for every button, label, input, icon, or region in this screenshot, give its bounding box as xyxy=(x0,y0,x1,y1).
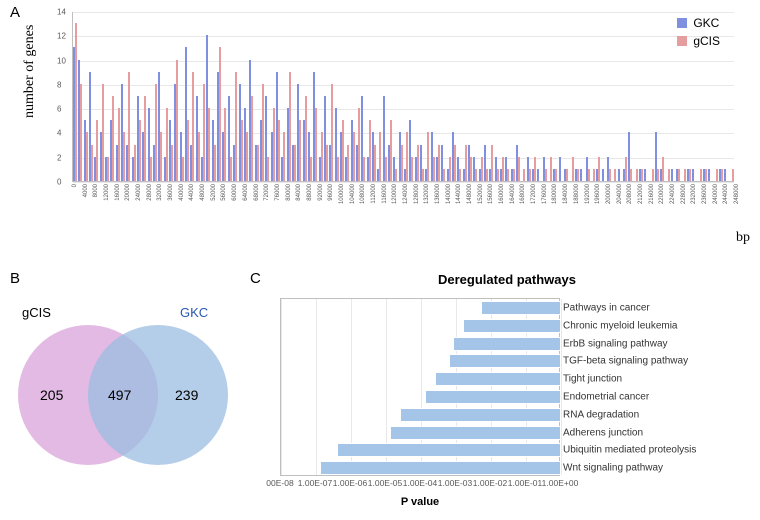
legend-row-gcis: gCIS xyxy=(677,34,720,48)
panel-a-plot-area: 02468101214 xyxy=(72,12,734,182)
legend-swatch-gcis xyxy=(677,36,687,46)
venn-left-count: 205 xyxy=(40,387,63,403)
pathway-bar: Adherens junction xyxy=(390,426,562,440)
legend-row-gkc: GKC xyxy=(677,16,720,30)
pathway-bar: Ubiquitin mediated proteolysis xyxy=(337,443,561,457)
pathway-label: ErbB signaling pathway xyxy=(563,338,668,349)
pathway-label: TGF-beta signaling pathway xyxy=(563,356,688,367)
panel-a-histogram: number of genes 02468101214 040008000120… xyxy=(30,8,750,228)
pathway-bar: Chronic myeloid leukemia xyxy=(463,319,561,333)
pathway-bar: TGF-beta signaling pathway xyxy=(449,354,561,368)
panel-a-xticks: 0400080001200016000200002400028000320003… xyxy=(72,184,734,214)
legend-label-gkc: GKC xyxy=(693,16,719,30)
venn-right-count: 239 xyxy=(175,387,198,403)
pathway-label: Pathways in cancer xyxy=(563,303,650,314)
panel-c-title: Deregulated pathways xyxy=(262,272,752,287)
panel-c-xlabel: P value xyxy=(280,496,560,508)
pathway-label: RNA degradation xyxy=(563,409,639,420)
pathway-label: Adherens junction xyxy=(563,427,643,438)
pathway-bar: Pathways in cancer xyxy=(481,301,562,315)
pathway-bar: ErbB signaling pathway xyxy=(453,337,562,351)
pathway-label: Wnt signaling pathway xyxy=(563,463,663,474)
pathway-label: Ubiquitin mediated proteolysis xyxy=(563,445,696,456)
legend-swatch-gkc xyxy=(677,18,687,28)
pathway-bar: Endometrial cancer xyxy=(425,390,562,404)
pathway-label: Tight junction xyxy=(563,374,622,385)
pathway-label: Chronic myeloid leukemia xyxy=(563,320,678,331)
panel-a-xlabel: bp xyxy=(736,230,750,246)
panel-c-plot-area: Pathways in cancer Chronic myeloid leukem… xyxy=(280,298,560,476)
panel-c-xticks: 00E-081.00E-071.00E-061.00E-051.00E-041.… xyxy=(280,478,560,492)
panel-a-label: A xyxy=(10,4,20,21)
pathway-bar: RNA degradation xyxy=(400,408,561,422)
panel-c-label: C xyxy=(250,270,261,287)
venn-overlap-count: 497 xyxy=(108,387,131,403)
pathway-bar: Wnt signaling pathway xyxy=(320,461,562,475)
panel-a-ylabel: number of genes xyxy=(22,25,38,118)
pathway-bar: Tight junction xyxy=(435,372,561,386)
panel-c-barchart: Deregulated pathways Pathways in cancerC… xyxy=(262,272,752,512)
venn-right-label: GKC xyxy=(180,305,208,320)
legend-label-gcis: gCIS xyxy=(693,34,720,48)
panel-a-legend: GKC gCIS xyxy=(677,16,720,52)
pathway-label: Endometrial cancer xyxy=(563,392,649,403)
venn-left-label: gCIS xyxy=(22,305,51,320)
panel-b-venn: gCIS GKC 205 497 239 xyxy=(10,285,230,505)
